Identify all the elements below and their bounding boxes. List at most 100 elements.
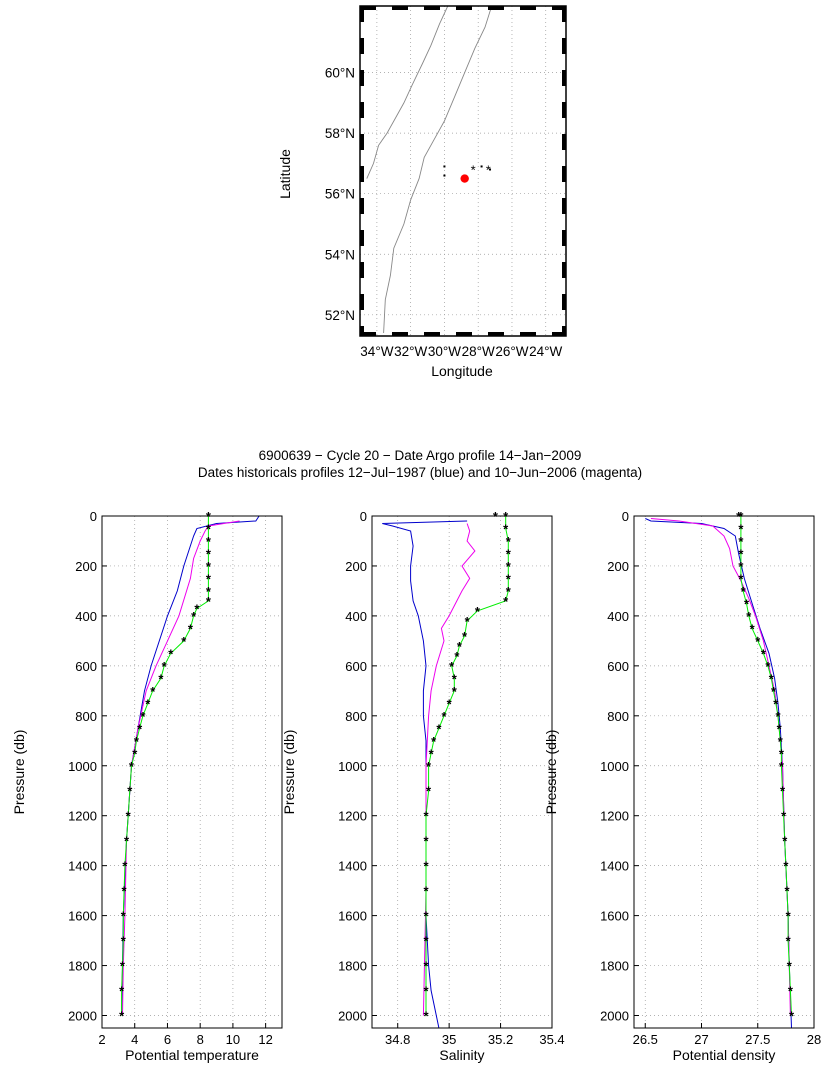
argo-profile-point: * (761, 646, 767, 661)
temperature-profile-panel: 2 4 6 8 10 12 0 200 400 600 800 1000 1200 1400 1600 180… (11, 509, 283, 1063)
argo-profile-point: * (206, 571, 212, 586)
map-lat-tick-label: 52°N (325, 308, 355, 323)
argo-profile-point: * (168, 646, 174, 661)
argo-profile-point: * (137, 721, 143, 736)
argo-profile-point: * (750, 621, 756, 636)
map-lat-tick-label: 56°N (325, 187, 355, 202)
panel-axes-box (633, 515, 815, 1029)
argo-profile-point: * (452, 671, 458, 686)
y-tick-label: 1000 (338, 759, 367, 774)
argo-profile-point: * (475, 604, 481, 619)
map-frame-segment (562, 262, 566, 278)
y-tick-label: 1800 (600, 959, 629, 974)
map-frame-segment (562, 294, 566, 310)
argo-profile-point: * (121, 934, 127, 949)
argo-profile-point: * (119, 1009, 125, 1024)
series-line-argo (425, 516, 509, 1016)
panel-axes-box (371, 515, 553, 1029)
argo-profile-point: * (140, 709, 146, 724)
argo-profile-point: * (449, 659, 455, 674)
argo-profile-point: * (773, 696, 779, 711)
argo-profile-point: * (431, 734, 437, 749)
x-tick-label: 28 (807, 1032, 821, 1047)
map-historical-station-dot (489, 168, 492, 171)
y-tick-label: 800 (607, 709, 629, 724)
x-tick-label: 35 (442, 1032, 456, 1047)
argo-profile-point: * (457, 639, 463, 654)
map-historical-station-dot (480, 165, 483, 168)
argo-profile-point: * (779, 746, 785, 761)
y-tick-label: 1600 (600, 909, 629, 924)
argo-profile-point: * (786, 909, 792, 924)
y-tick-label: 1600 (68, 909, 97, 924)
argo-profile-point: * (765, 659, 771, 674)
map-frame-segment (552, 6, 566, 10)
argo-profile-point: * (506, 571, 512, 586)
figure-title-line-1: 6900639 − Cycle 20 − Date Argo profile 1… (259, 448, 582, 463)
x-axis-label: Salinity (439, 1047, 484, 1063)
y-tick-label: 200 (607, 559, 629, 574)
map-historical-station-dot (443, 165, 446, 168)
y-tick-label: 1800 (68, 959, 97, 974)
x-tick-label: 6 (164, 1032, 171, 1047)
location-map: * * 34°W 32°W 30°W 28°W 26°W 24°W52°N54°N56°N5… (277, 5, 567, 379)
map-frame-segment (360, 262, 364, 278)
argo-profile-point: * (206, 559, 212, 574)
x-tick-label: 27.5 (745, 1032, 770, 1047)
map-frame-segment (360, 6, 364, 22)
map-coastline (366, 5, 449, 179)
argo-profile-point: * (738, 559, 744, 574)
argo-profile-point: * (423, 809, 429, 824)
y-axis-label: Pressure (db) (11, 730, 27, 815)
argo-profile-point: * (447, 696, 453, 711)
y-tick-label: 1000 (600, 759, 629, 774)
argo-profile-point: * (465, 614, 471, 629)
argo-profile-point: * (506, 534, 512, 549)
density-profile-panel: 26.5 27 27.5 28 0 200 400 600 800 1000 1200 1400 160… (543, 509, 821, 1063)
y-tick-label: 1400 (68, 859, 97, 874)
map-lon-tick-label: 32°W (394, 344, 427, 359)
y-tick-label: 400 (345, 609, 367, 624)
argo-profile-point: * (191, 609, 197, 624)
argo-profile-point: * (129, 759, 135, 774)
map-frame-segment (562, 70, 566, 86)
map-ylabel: Latitude (277, 149, 293, 199)
y-tick-label: 600 (75, 659, 97, 674)
argo-profile-point: * (423, 1009, 429, 1024)
argo-profile-point: * (746, 609, 752, 624)
argo-profile-point: * (782, 834, 788, 849)
argo-profile-point: * (181, 634, 187, 649)
y-tick-label: 800 (345, 709, 367, 724)
map-historical-station-dot (443, 174, 446, 177)
argo-profile-point: * (126, 809, 132, 824)
argo-profile-point: * (426, 784, 432, 799)
argo-profile-point: * (786, 934, 792, 949)
argo-profile-point: * (206, 584, 212, 599)
argo-profile-point: * (784, 884, 790, 899)
argo-profile-point: * (741, 584, 747, 599)
argo-profile-point: * (789, 1009, 795, 1024)
argo-profile-point: * (454, 649, 460, 664)
salinity-profile-panel: 34.8 35 35.2 35.4 0 200 400 600 800 1000 1200 1400 1… (281, 509, 565, 1063)
argo-profile-point: * (206, 594, 212, 609)
y-tick-label: 1400 (600, 859, 629, 874)
map-frame-segment (562, 230, 566, 246)
argo-profile-point: * (423, 859, 429, 874)
map-frame-segment (392, 6, 408, 10)
y-tick-label: 1200 (68, 809, 97, 824)
y-tick-label: 200 (75, 559, 97, 574)
argo-profile-point: * (206, 534, 212, 549)
argo-profile-point: * (423, 884, 429, 899)
map-frame-segment (520, 6, 536, 10)
y-tick-label: 200 (345, 559, 367, 574)
argo-profile-point: * (788, 984, 794, 999)
y-tick-label: 2000 (338, 1009, 367, 1024)
argo-profile-point: * (122, 884, 128, 899)
argo-profile-point: * (780, 784, 786, 799)
x-tick-label: 35.2 (488, 1032, 513, 1047)
argo-profile-point: * (423, 934, 429, 949)
argo-profile-point: * (119, 984, 125, 999)
argo-profile-point: * (145, 696, 151, 711)
map-frame-segment (360, 294, 364, 310)
map-frame-segment (360, 70, 364, 86)
